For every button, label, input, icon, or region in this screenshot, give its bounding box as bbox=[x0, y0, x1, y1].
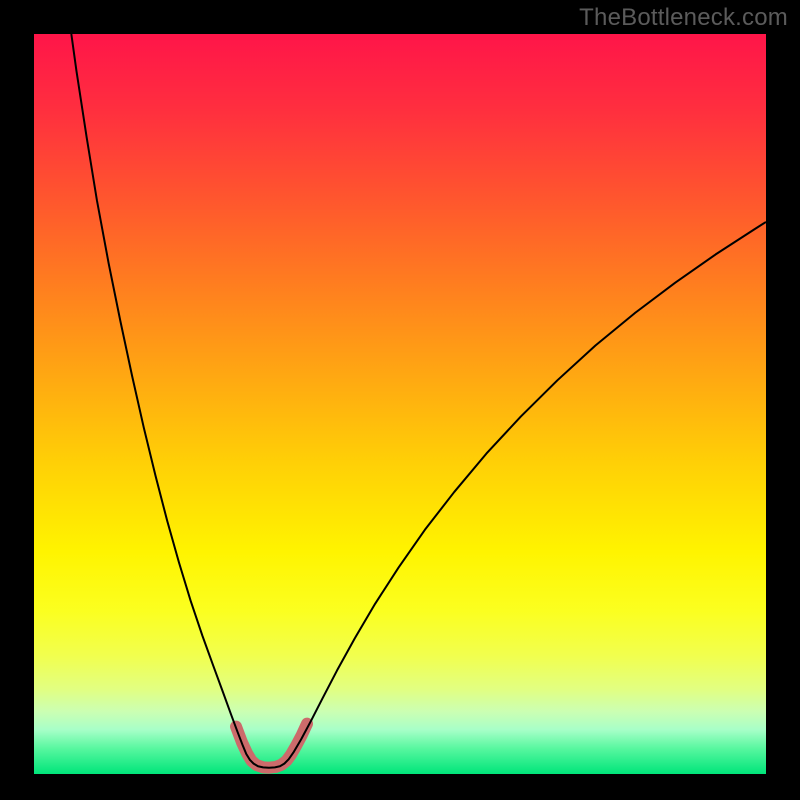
chart-background bbox=[34, 34, 766, 774]
chart-container bbox=[34, 34, 766, 774]
watermark-text: TheBottleneck.com bbox=[579, 4, 788, 32]
bottleneck-chart bbox=[34, 34, 766, 774]
